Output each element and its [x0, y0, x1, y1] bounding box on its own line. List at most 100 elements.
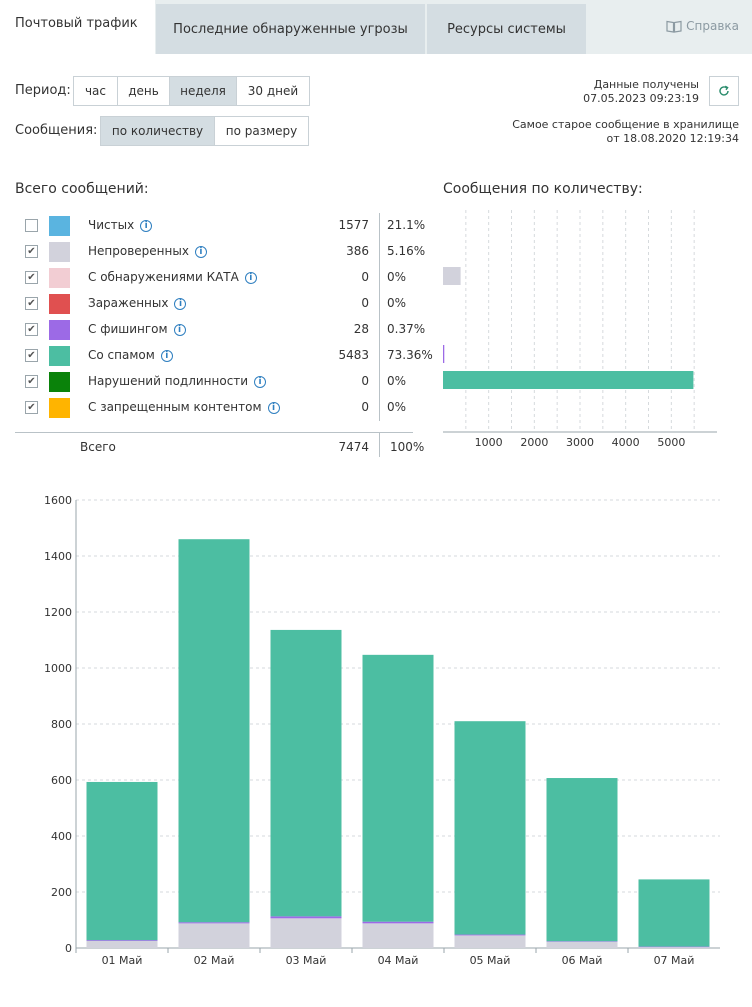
info-icon[interactable]: i — [244, 272, 257, 284]
bar-1 — [443, 267, 461, 285]
legend-checkbox[interactable]: ✔ — [25, 245, 38, 258]
column-6-series-0 — [638, 947, 710, 948]
legend-name-wrap: С обнаружениями КАТА i — [88, 270, 257, 284]
legend-count: 386 — [346, 244, 369, 258]
legend-pct: 73.36% — [387, 348, 433, 362]
x-tick-label: 05 Май — [470, 954, 511, 967]
column-2-series-2 — [270, 629, 342, 917]
column-4-series-0 — [454, 935, 526, 948]
x-tick-label: 2000 — [520, 436, 548, 449]
refresh-button[interactable] — [709, 76, 739, 106]
legend-row-auth-violation: ✔ Нарушений подлинности i 0 0% — [15, 369, 435, 395]
legend-count: 28 — [353, 322, 369, 336]
legend-checkbox[interactable]: ✔ — [25, 375, 38, 388]
legend-checkbox[interactable]: ✔ — [25, 323, 38, 336]
info-icon[interactable]: i — [267, 402, 280, 414]
legend-name: Нарушений подлинности — [88, 374, 249, 388]
totals-col-divider — [379, 432, 380, 457]
x-tick-label: 5000 — [657, 436, 685, 449]
messages-by-count-chart: 1000 2000 3000 4000 5000 — [443, 210, 717, 449]
period-label: Период: — [15, 83, 71, 98]
info-icon[interactable]: i — [173, 324, 186, 336]
legend-pct: 0% — [387, 374, 407, 388]
column-5-series-0 — [546, 941, 618, 948]
x-tick-label: 02 Май — [194, 954, 235, 967]
legend-checkbox[interactable] — [25, 219, 38, 232]
legend-name: С запрещенным контентом — [88, 400, 262, 414]
data-received-label: Данные получены — [593, 78, 699, 91]
column-6-series-1 — [638, 946, 710, 948]
help-label: Справка — [686, 19, 739, 33]
legend-name-wrap: С запрещенным контентом i — [88, 400, 280, 414]
info-icon[interactable]: i — [254, 376, 267, 388]
period-30days-button[interactable]: 30 дней — [237, 77, 309, 105]
period-selector: час день неделя 30 дней — [73, 76, 310, 106]
y-tick-label: 600 — [51, 774, 72, 787]
mode-by-size-button[interactable]: по размеру — [215, 117, 308, 145]
x-tick-label: 06 Май — [562, 954, 603, 967]
legend-count: 0 — [361, 374, 369, 388]
y-tick-label: 800 — [51, 718, 72, 731]
legend-swatch — [49, 346, 70, 366]
period-week-button[interactable]: неделя — [170, 77, 237, 105]
book-icon — [666, 20, 682, 33]
info-icon[interactable]: i — [174, 298, 187, 310]
column-1-series-0 — [178, 923, 250, 948]
y-tick-label: 1200 — [44, 606, 72, 619]
oldest-message-time: от 18.08.2020 12:19:34 — [606, 132, 739, 145]
column-3-series-2 — [362, 654, 434, 922]
tab-system-resources[interactable]: Ресурсы системы — [427, 4, 586, 54]
legend-row-kata: ✔ С обнаружениями КАТА i 0 0% — [15, 265, 435, 291]
legend-pct: 5.16% — [387, 244, 426, 258]
period-day-button[interactable]: день — [118, 77, 170, 105]
column-3-series-1 — [362, 921, 434, 924]
legend-row-infected: ✔ Зараженных i 0 0% — [15, 291, 435, 317]
y-tick-label: 1000 — [44, 662, 72, 675]
info-icon[interactable]: i — [194, 246, 207, 258]
bar-chart-title: Сообщения по количеству: — [443, 181, 643, 197]
oldest-message-info: Самое старое сообщение в хранилище от 18… — [512, 118, 739, 146]
column-0-series-0 — [86, 941, 158, 948]
legend-count: 5483 — [338, 348, 369, 362]
legend-col-divider — [379, 213, 380, 421]
bar-5 — [443, 371, 694, 389]
legend-swatch — [49, 372, 70, 392]
info-icon[interactable]: i — [140, 220, 153, 232]
legend-name-wrap: С фишингом i — [88, 322, 186, 336]
legend-checkbox[interactable]: ✔ — [25, 401, 38, 414]
help-link[interactable]: Справка — [666, 19, 739, 33]
y-tick-label: 200 — [51, 886, 72, 899]
legend-name: Непроверенных — [88, 244, 189, 258]
x-tick-label: 04 Май — [378, 954, 419, 967]
column-4-series-2 — [454, 721, 526, 935]
legend-count: 1577 — [338, 218, 369, 232]
legend-swatch — [49, 294, 70, 314]
total-count: 7474 — [338, 440, 369, 454]
tab-recent-threats[interactable]: Последние обнаруженные угрозы — [156, 4, 425, 54]
legend-count: 0 — [361, 400, 369, 414]
column-5-series-1 — [546, 941, 618, 942]
x-tick-label: 03 Май — [286, 954, 327, 967]
mode-by-count-button[interactable]: по количеству — [101, 117, 215, 145]
info-icon[interactable]: i — [160, 350, 173, 362]
total-pct: 100% — [390, 440, 425, 454]
legend-checkbox[interactable]: ✔ — [25, 349, 38, 362]
legend-pct: 0% — [387, 400, 407, 414]
total-label: Всего — [80, 440, 116, 454]
tab-bar: Почтовый трафик Последние обнаруженные у… — [0, 0, 752, 54]
legend-swatch — [49, 216, 70, 236]
column-1-series-2 — [178, 539, 250, 923]
data-received-time: 07.05.2023 09:23:19 — [583, 92, 699, 105]
legend-checkbox[interactable]: ✔ — [25, 297, 38, 310]
column-5-series-2 — [546, 778, 618, 942]
messages-label: Сообщения: — [15, 123, 98, 138]
data-received-info: Данные получены 07.05.2023 09:23:19 — [583, 78, 699, 106]
period-hour-button[interactable]: час — [74, 77, 118, 105]
legend-swatch — [49, 398, 70, 418]
legend-checkbox[interactable]: ✔ — [25, 271, 38, 284]
oldest-message-label: Самое старое сообщение в хранилище — [512, 118, 739, 131]
column-6-series-2 — [638, 879, 710, 947]
legend-name-wrap: Чистых i — [88, 218, 153, 232]
tab-mail-traffic[interactable]: Почтовый трафик — [0, 0, 155, 54]
legend-name: С фишингом — [88, 322, 168, 336]
